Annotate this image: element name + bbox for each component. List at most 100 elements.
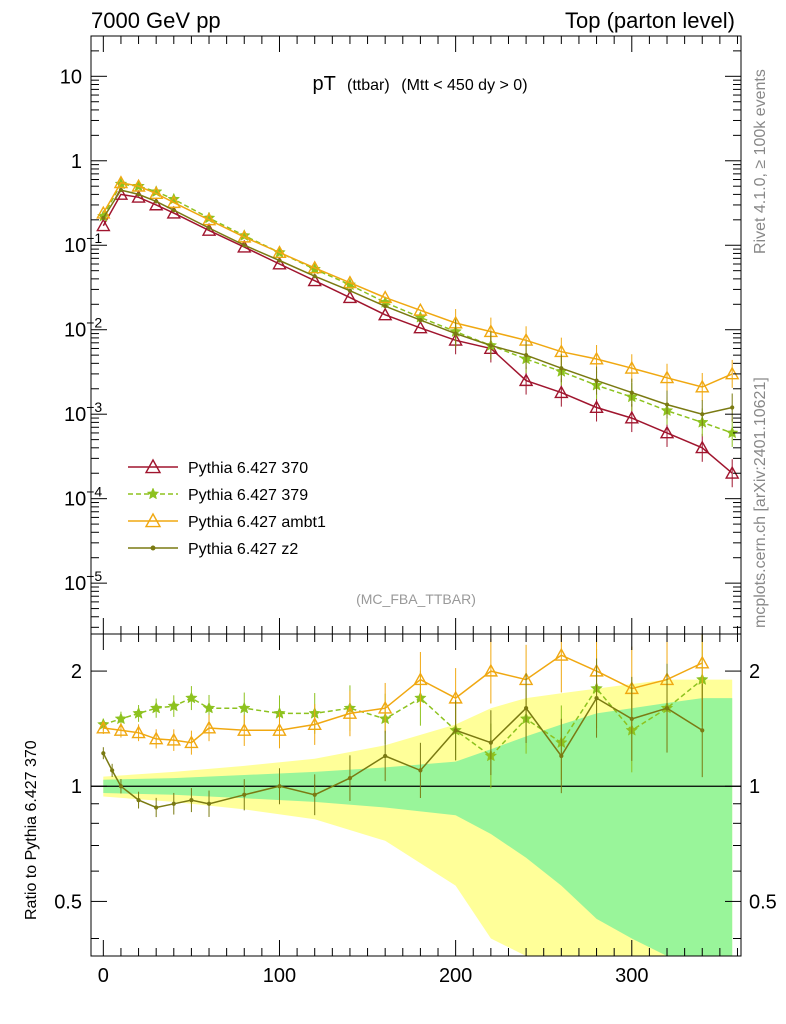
ratio-point-z2 xyxy=(154,805,159,810)
ratio-point-z2 xyxy=(277,784,282,789)
data-point-p370 xyxy=(307,273,322,287)
ratio-point-z2 xyxy=(594,695,599,701)
data-point-z2 xyxy=(118,187,124,193)
ratio-point-z2 xyxy=(700,728,705,733)
ratio-point-z2 xyxy=(101,751,106,756)
data-point-p370 xyxy=(342,290,358,304)
ratio-point-ambt1 xyxy=(413,672,428,686)
legend-marker-ambt1 xyxy=(144,512,162,528)
ratio-point-z2 xyxy=(189,798,194,803)
ratio-point-z2 xyxy=(664,706,670,711)
main-y-tick-label: 10−1 xyxy=(64,230,102,257)
data-point-z2 xyxy=(171,208,176,213)
ratio-point-ambt1 xyxy=(113,722,129,736)
ratio-point-z2 xyxy=(383,753,388,759)
analysis-watermark: (MC_FBA_TTBAR) xyxy=(356,591,476,607)
data-point-z2 xyxy=(312,274,317,279)
ratio-point-ambt1 xyxy=(695,655,710,669)
ratio-point-z2 xyxy=(559,753,564,759)
ratio-point-z2 xyxy=(110,768,115,773)
main-y-tick-label: 10 xyxy=(60,66,82,88)
ratio-data-layer xyxy=(91,634,741,956)
ratio-x-axis: 0 100 200 300 xyxy=(98,634,738,987)
ratio-point-p379 xyxy=(114,712,128,725)
data-point-z2 xyxy=(383,304,388,309)
main-y-tick-label: 1 xyxy=(71,151,82,173)
data-point-p370 xyxy=(131,189,146,203)
ratio-y-tick-label-left: 2 xyxy=(71,661,82,683)
ratio-y-tick-label-left: 1 xyxy=(71,776,82,798)
data-point-z2 xyxy=(101,215,106,221)
tick-base: 10 xyxy=(64,320,86,342)
tick-exponent: −5 xyxy=(86,568,102,584)
data-point-p370 xyxy=(659,425,675,439)
ratio-point-z2 xyxy=(118,784,124,789)
data-point-p370 xyxy=(413,320,428,334)
header-right: Top (parton level) xyxy=(565,8,735,33)
data-point-z2 xyxy=(418,317,423,323)
data-point-p370 xyxy=(624,410,639,424)
data-point-z2 xyxy=(242,243,247,248)
x-tick-label: 100 xyxy=(263,965,296,987)
data-point-p379 xyxy=(725,426,739,439)
data-point-p370 xyxy=(96,218,111,232)
header-left: 7000 GeV pp xyxy=(91,8,221,33)
ratio-line-z2 xyxy=(102,697,703,809)
data-point-z2 xyxy=(594,378,599,383)
legend-marker-z2 xyxy=(150,545,156,551)
data-point-ambt1 xyxy=(113,175,129,189)
x-tick-label: 300 xyxy=(615,965,648,987)
data-point-z2 xyxy=(277,258,282,263)
ratio-point-z2 xyxy=(171,801,176,806)
tick-base: 10 xyxy=(64,489,86,511)
main-title: pT (ttbar) (Mtt < 450 dy > 0) xyxy=(312,73,527,95)
data-point-ambt1 xyxy=(342,275,358,289)
data-point-ambt1 xyxy=(377,290,393,304)
ratio-y-tick-label-right: 1 xyxy=(749,776,760,798)
ratio-point-z2 xyxy=(347,776,353,781)
ratio-point-z2 xyxy=(242,792,247,797)
data-point-ambt1 xyxy=(201,212,217,226)
data-point-ambt1 xyxy=(695,379,710,393)
main-y-tick-label: 10−4 xyxy=(64,484,102,511)
x-tick-label: 0 xyxy=(98,965,109,987)
ratio-point-ambt1 xyxy=(166,732,181,746)
ratio-point-z2 xyxy=(453,728,458,733)
tick-exponent: −4 xyxy=(86,484,102,500)
data-point-ambt1 xyxy=(166,195,181,209)
data-point-z2 xyxy=(347,288,353,293)
ratio-point-ambt1 xyxy=(483,663,499,677)
series-line-z2 xyxy=(102,189,733,415)
legend-marker-p370 xyxy=(144,458,162,474)
data-point-p370 xyxy=(377,307,393,321)
main-x-axis xyxy=(102,36,738,634)
data-point-ambt1 xyxy=(237,229,252,243)
ratio-point-z2 xyxy=(418,768,423,773)
data-point-z2 xyxy=(154,199,159,204)
ratio-point-p379 xyxy=(202,701,216,714)
ratio-point-ambt1 xyxy=(96,720,111,734)
ratio-point-ambt1 xyxy=(201,720,217,734)
data-point-z2 xyxy=(700,412,705,417)
series-line-p370 xyxy=(102,193,733,474)
data-point-ambt1 xyxy=(307,260,322,274)
data-point-z2 xyxy=(730,405,735,410)
data-point-z2 xyxy=(453,331,458,336)
data-point-p379 xyxy=(237,228,251,242)
ratio-point-p379 xyxy=(149,701,163,714)
ratio-point-ambt1 xyxy=(237,722,252,736)
tick-base: 10 xyxy=(64,573,86,595)
ratio-frame xyxy=(90,633,742,957)
legend: Pythia 6.427 370 Pythia 6.427 379 Pythia 6… xyxy=(128,458,326,558)
rivet-version-label: Rivet 4.1.0, ≥ 100k events xyxy=(752,69,769,254)
ratio-point-ambt1 xyxy=(377,700,393,714)
tick-base: 10 xyxy=(64,404,86,426)
data-point-z2 xyxy=(629,390,634,395)
ratio-y-tick-label-right: 0.5 xyxy=(749,891,777,913)
legend-label-p370: Pythia 6.427 370 xyxy=(188,460,308,477)
ratio-line-p379 xyxy=(103,679,703,757)
ratio-point-z2 xyxy=(629,716,634,721)
ratio-y-axis: 0.5 0.5 1 1 2 2 xyxy=(54,661,777,939)
